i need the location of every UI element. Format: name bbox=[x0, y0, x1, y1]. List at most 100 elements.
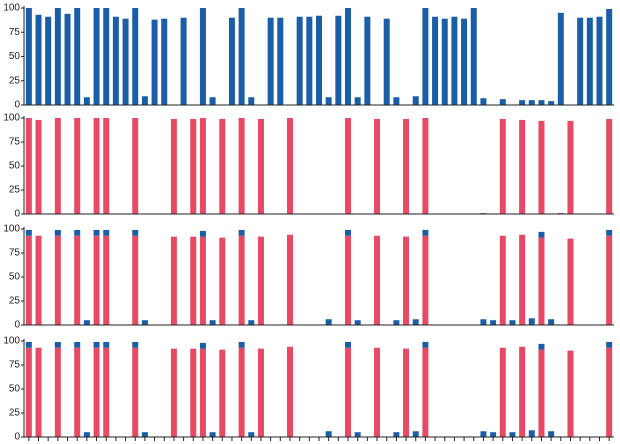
bar bbox=[190, 118, 197, 214]
bar-segment bbox=[190, 348, 197, 437]
bar bbox=[93, 8, 100, 105]
bar-segment bbox=[25, 341, 32, 348]
bar bbox=[606, 8, 613, 105]
bar bbox=[470, 8, 477, 105]
bar-segment bbox=[393, 432, 400, 437]
bar bbox=[199, 118, 206, 214]
bar bbox=[35, 14, 42, 105]
bar-segment bbox=[345, 229, 352, 236]
bar bbox=[316, 15, 322, 105]
bar bbox=[83, 97, 90, 105]
bar-segment bbox=[412, 431, 419, 437]
bar-segment bbox=[199, 236, 206, 325]
bar-segment bbox=[219, 349, 226, 437]
bar-segment bbox=[286, 234, 293, 325]
y-tick-label: 50 bbox=[9, 161, 21, 172]
bar bbox=[538, 100, 545, 105]
bar-segment bbox=[170, 348, 177, 437]
bar-segment bbox=[25, 235, 32, 325]
bar-segment bbox=[393, 320, 400, 325]
y-tick-label: 75 bbox=[9, 360, 21, 371]
bar-segment bbox=[374, 347, 381, 437]
bar-segment bbox=[403, 348, 410, 437]
bar-segment bbox=[538, 237, 545, 325]
bar bbox=[122, 18, 129, 106]
bar-segment bbox=[538, 349, 545, 437]
bar bbox=[25, 118, 32, 214]
bar bbox=[422, 8, 429, 105]
bar-segment bbox=[257, 236, 264, 325]
bar bbox=[422, 118, 429, 214]
bar-segment bbox=[528, 318, 535, 325]
bar-segment bbox=[141, 432, 148, 437]
bar bbox=[141, 96, 148, 105]
bar-segment bbox=[238, 229, 245, 236]
bar-segment bbox=[238, 347, 245, 437]
bar-segment bbox=[248, 320, 255, 325]
bar-segment bbox=[345, 235, 352, 325]
bar-segment bbox=[93, 235, 100, 325]
bar-segment bbox=[93, 347, 100, 437]
bar-segment bbox=[103, 347, 110, 437]
bar bbox=[35, 119, 42, 214]
bar-segment bbox=[35, 235, 42, 325]
bar-segment bbox=[412, 319, 419, 325]
bar-segment bbox=[238, 341, 245, 348]
bar-segment bbox=[209, 320, 216, 325]
bar bbox=[132, 118, 139, 214]
bar-segment bbox=[325, 431, 332, 437]
bar bbox=[451, 16, 458, 106]
bar bbox=[286, 118, 293, 214]
bar bbox=[151, 19, 158, 105]
bar-segment bbox=[35, 347, 42, 437]
bar-segment bbox=[74, 341, 81, 348]
bar bbox=[345, 8, 352, 105]
bar-segment bbox=[74, 235, 81, 325]
bar bbox=[25, 8, 32, 105]
bar-segment bbox=[74, 229, 81, 236]
bar bbox=[325, 97, 332, 105]
y-tick-label: 25 bbox=[9, 185, 21, 196]
bar-segment bbox=[606, 347, 613, 437]
bar-segment bbox=[345, 341, 352, 348]
bar-segment bbox=[132, 347, 139, 437]
bar bbox=[93, 118, 100, 214]
bar-segment bbox=[132, 235, 139, 325]
bar-segment bbox=[519, 234, 526, 325]
bar bbox=[54, 8, 61, 105]
bar-segment bbox=[199, 348, 206, 437]
bar bbox=[209, 97, 216, 105]
bar bbox=[461, 18, 468, 106]
bar bbox=[161, 18, 168, 106]
bar bbox=[74, 118, 81, 214]
y-tick-label: 75 bbox=[9, 248, 21, 259]
y-tick-label: 100 bbox=[3, 3, 20, 14]
bar-segment bbox=[519, 346, 526, 437]
bar bbox=[528, 100, 535, 105]
bar-segment bbox=[403, 236, 410, 325]
bar-segment bbox=[499, 235, 506, 325]
bar-segment bbox=[606, 341, 613, 348]
y-tick-label: 75 bbox=[9, 137, 21, 148]
y-tick-label: 50 bbox=[9, 272, 21, 283]
bar bbox=[335, 15, 342, 105]
bar bbox=[64, 13, 71, 105]
bar-segment bbox=[54, 347, 61, 437]
bar bbox=[238, 8, 245, 105]
y-tick-label: 50 bbox=[9, 384, 21, 395]
y-tick-label: 0 bbox=[14, 100, 20, 111]
bar bbox=[586, 17, 593, 106]
bar-segment bbox=[538, 343, 545, 350]
bar-segment bbox=[345, 347, 352, 437]
bar-segment bbox=[499, 347, 506, 437]
bar-segment bbox=[480, 319, 487, 325]
bar bbox=[548, 101, 555, 105]
bar-segment bbox=[354, 320, 361, 325]
bar-segment bbox=[93, 229, 100, 236]
bar-segment bbox=[490, 320, 497, 325]
bar bbox=[112, 16, 119, 106]
bar bbox=[538, 120, 545, 214]
bar-segment bbox=[480, 431, 487, 437]
bar bbox=[480, 98, 487, 105]
bar-segment bbox=[548, 431, 555, 437]
